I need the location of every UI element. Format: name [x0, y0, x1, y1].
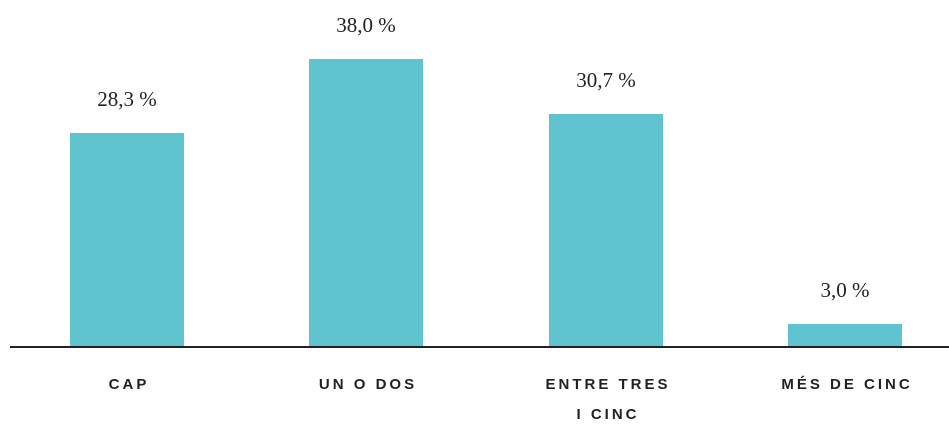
value-label: 28,3 % — [97, 86, 157, 111]
bar — [70, 132, 184, 347]
category-label: MÉS DE CINC — [781, 376, 913, 393]
value-label: 38,0 % — [336, 13, 396, 37]
bar — [549, 114, 663, 347]
category-label: ENTRE TRES I CINC — [545, 376, 671, 423]
baseline — [10, 346, 949, 348]
bar — [788, 324, 902, 347]
bar — [309, 59, 423, 347]
value-label: 30,7 % — [576, 68, 636, 93]
value-label: 3,0 % — [820, 278, 870, 303]
category-label: CAP — [108, 376, 150, 393]
category-label: UN O DOS — [318, 376, 418, 393]
